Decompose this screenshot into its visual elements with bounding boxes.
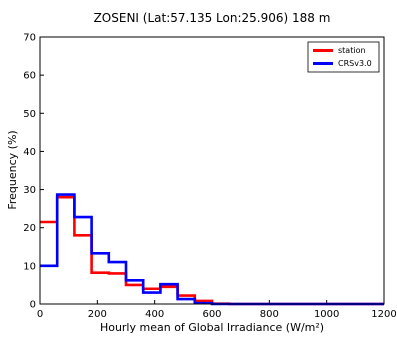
- y-axis-label: Frequency (%): [6, 130, 19, 209]
- x-tick-label: 400: [145, 309, 164, 320]
- x-axis-label: Hourly mean of Global Irradiance (W/m²): [100, 321, 324, 334]
- x-tick-label: 1000: [314, 309, 339, 320]
- y-tick-label: 0: [30, 300, 36, 311]
- legend-label-crsv3: CRSv3.0: [338, 59, 372, 68]
- series-line-crsv3: [40, 193, 384, 306]
- x-tick-label: 0: [37, 309, 43, 320]
- x-tick-label: 600: [202, 309, 221, 320]
- axis-ticks: 0 200 400 600 800 1000 1200 0 10 20 30 40 50 60 70: [23, 33, 396, 321]
- y-tick-label: 70: [23, 33, 36, 44]
- y-tick-label: 60: [23, 71, 36, 82]
- y-tick-label: 30: [23, 185, 36, 196]
- legend: station CRSv3.0: [307, 41, 380, 73]
- y-tick-label: 10: [23, 261, 36, 272]
- y-tick-label: 20: [23, 223, 36, 234]
- y-tick-label: 40: [23, 147, 36, 158]
- y-tick-label: 50: [23, 109, 36, 120]
- chart-title: ZOSENI (Lat:57.135 Lon:25.906) 188 m: [94, 11, 331, 25]
- legend-label-station: station: [338, 46, 366, 55]
- x-tick-label: 800: [260, 309, 279, 320]
- series-lines: [40, 193, 384, 306]
- x-tick-label: 200: [88, 309, 107, 320]
- plot-frame: [39, 36, 385, 305]
- x-tick-label: 1200: [371, 309, 396, 320]
- legend-box: [307, 41, 380, 73]
